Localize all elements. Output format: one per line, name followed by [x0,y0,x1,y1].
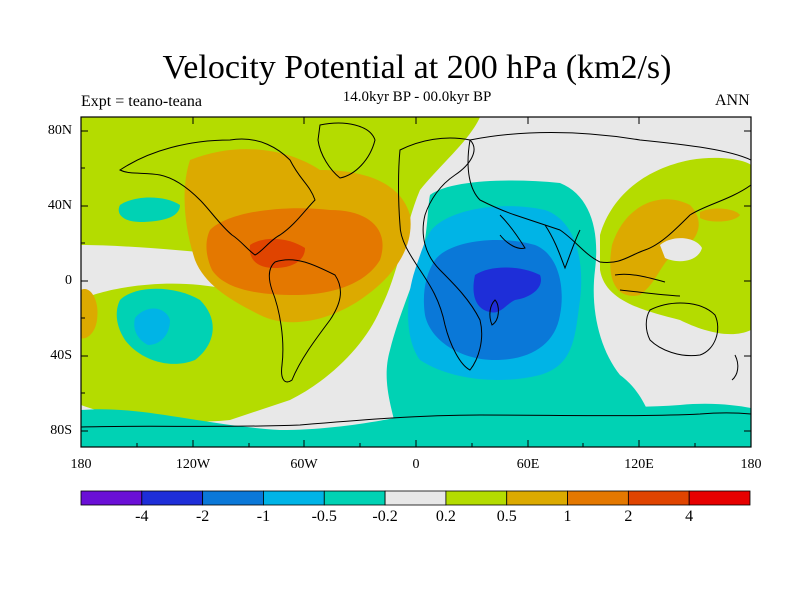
lon-label-120e: 120E [624,457,654,472]
lat-label-80s: 80S [50,423,72,438]
colorbar-swatch [202,490,264,506]
colorbar-swatch [445,490,508,506]
lat-label-40s: 40S [50,348,72,363]
field-yellow-farwest [81,289,98,339]
colorbar-label: 2 [624,508,633,525]
colorbar-swatch [323,490,386,506]
lat-label-80n: 80N [47,123,72,138]
colorbar-swatch [384,490,447,506]
field-darkblue-core [473,267,541,313]
colorbar [80,490,751,506]
colorbar-swatch [141,490,204,506]
lon-label-180e: 180 [740,457,762,472]
colorbar-label: -4 [135,508,149,525]
coastlines [81,122,751,428]
lat-label-40n: 40N [47,198,72,213]
tick-marks [81,117,751,447]
lon-label-120w: 120W [175,457,211,472]
colorbar-swatch [80,490,143,506]
colorbar-swatch [567,490,629,506]
season-label: ANN [715,92,750,109]
lat-label-eq: 0 [65,273,72,288]
field-cyan-spac [134,308,170,345]
colorbar-label: -1 [256,508,271,525]
experiment-label: Expt = teano-teana [81,93,202,110]
colorbar-label: 4 [685,508,694,525]
colorbar-label: 0.2 [435,508,456,525]
colorbar-label: -0.2 [372,508,398,525]
chart-title: Velocity Potential at 200 hPa (km2/s) [162,49,672,86]
colorbar-swatch [627,490,690,506]
colorbar-label: 1 [563,508,572,525]
field-teal-south [81,403,751,447]
field-red-core [249,238,305,268]
velocity-potential-field [81,117,751,447]
lon-label-180w: 180 [70,457,92,472]
colorbar-swatch [506,490,568,506]
colorbar-swatch [263,490,325,506]
field-yellow-east [610,199,699,296]
field-yellow-east-b [700,208,740,222]
field-teal-npac [118,197,180,222]
chart-subtitle: 14.0kyr BP - 00.0kyr BP [342,89,492,105]
lon-label-60e: 60E [516,457,540,472]
colorbar-swatch [688,490,751,506]
colorbar-label: -0.5 [311,508,337,525]
lon-label-0: 0 [412,457,420,472]
field-neutral-pac [660,238,702,262]
colorbar-label: -2 [195,508,210,525]
colorbar-label: 0.5 [496,508,517,525]
lon-label-60w: 60W [290,457,318,472]
